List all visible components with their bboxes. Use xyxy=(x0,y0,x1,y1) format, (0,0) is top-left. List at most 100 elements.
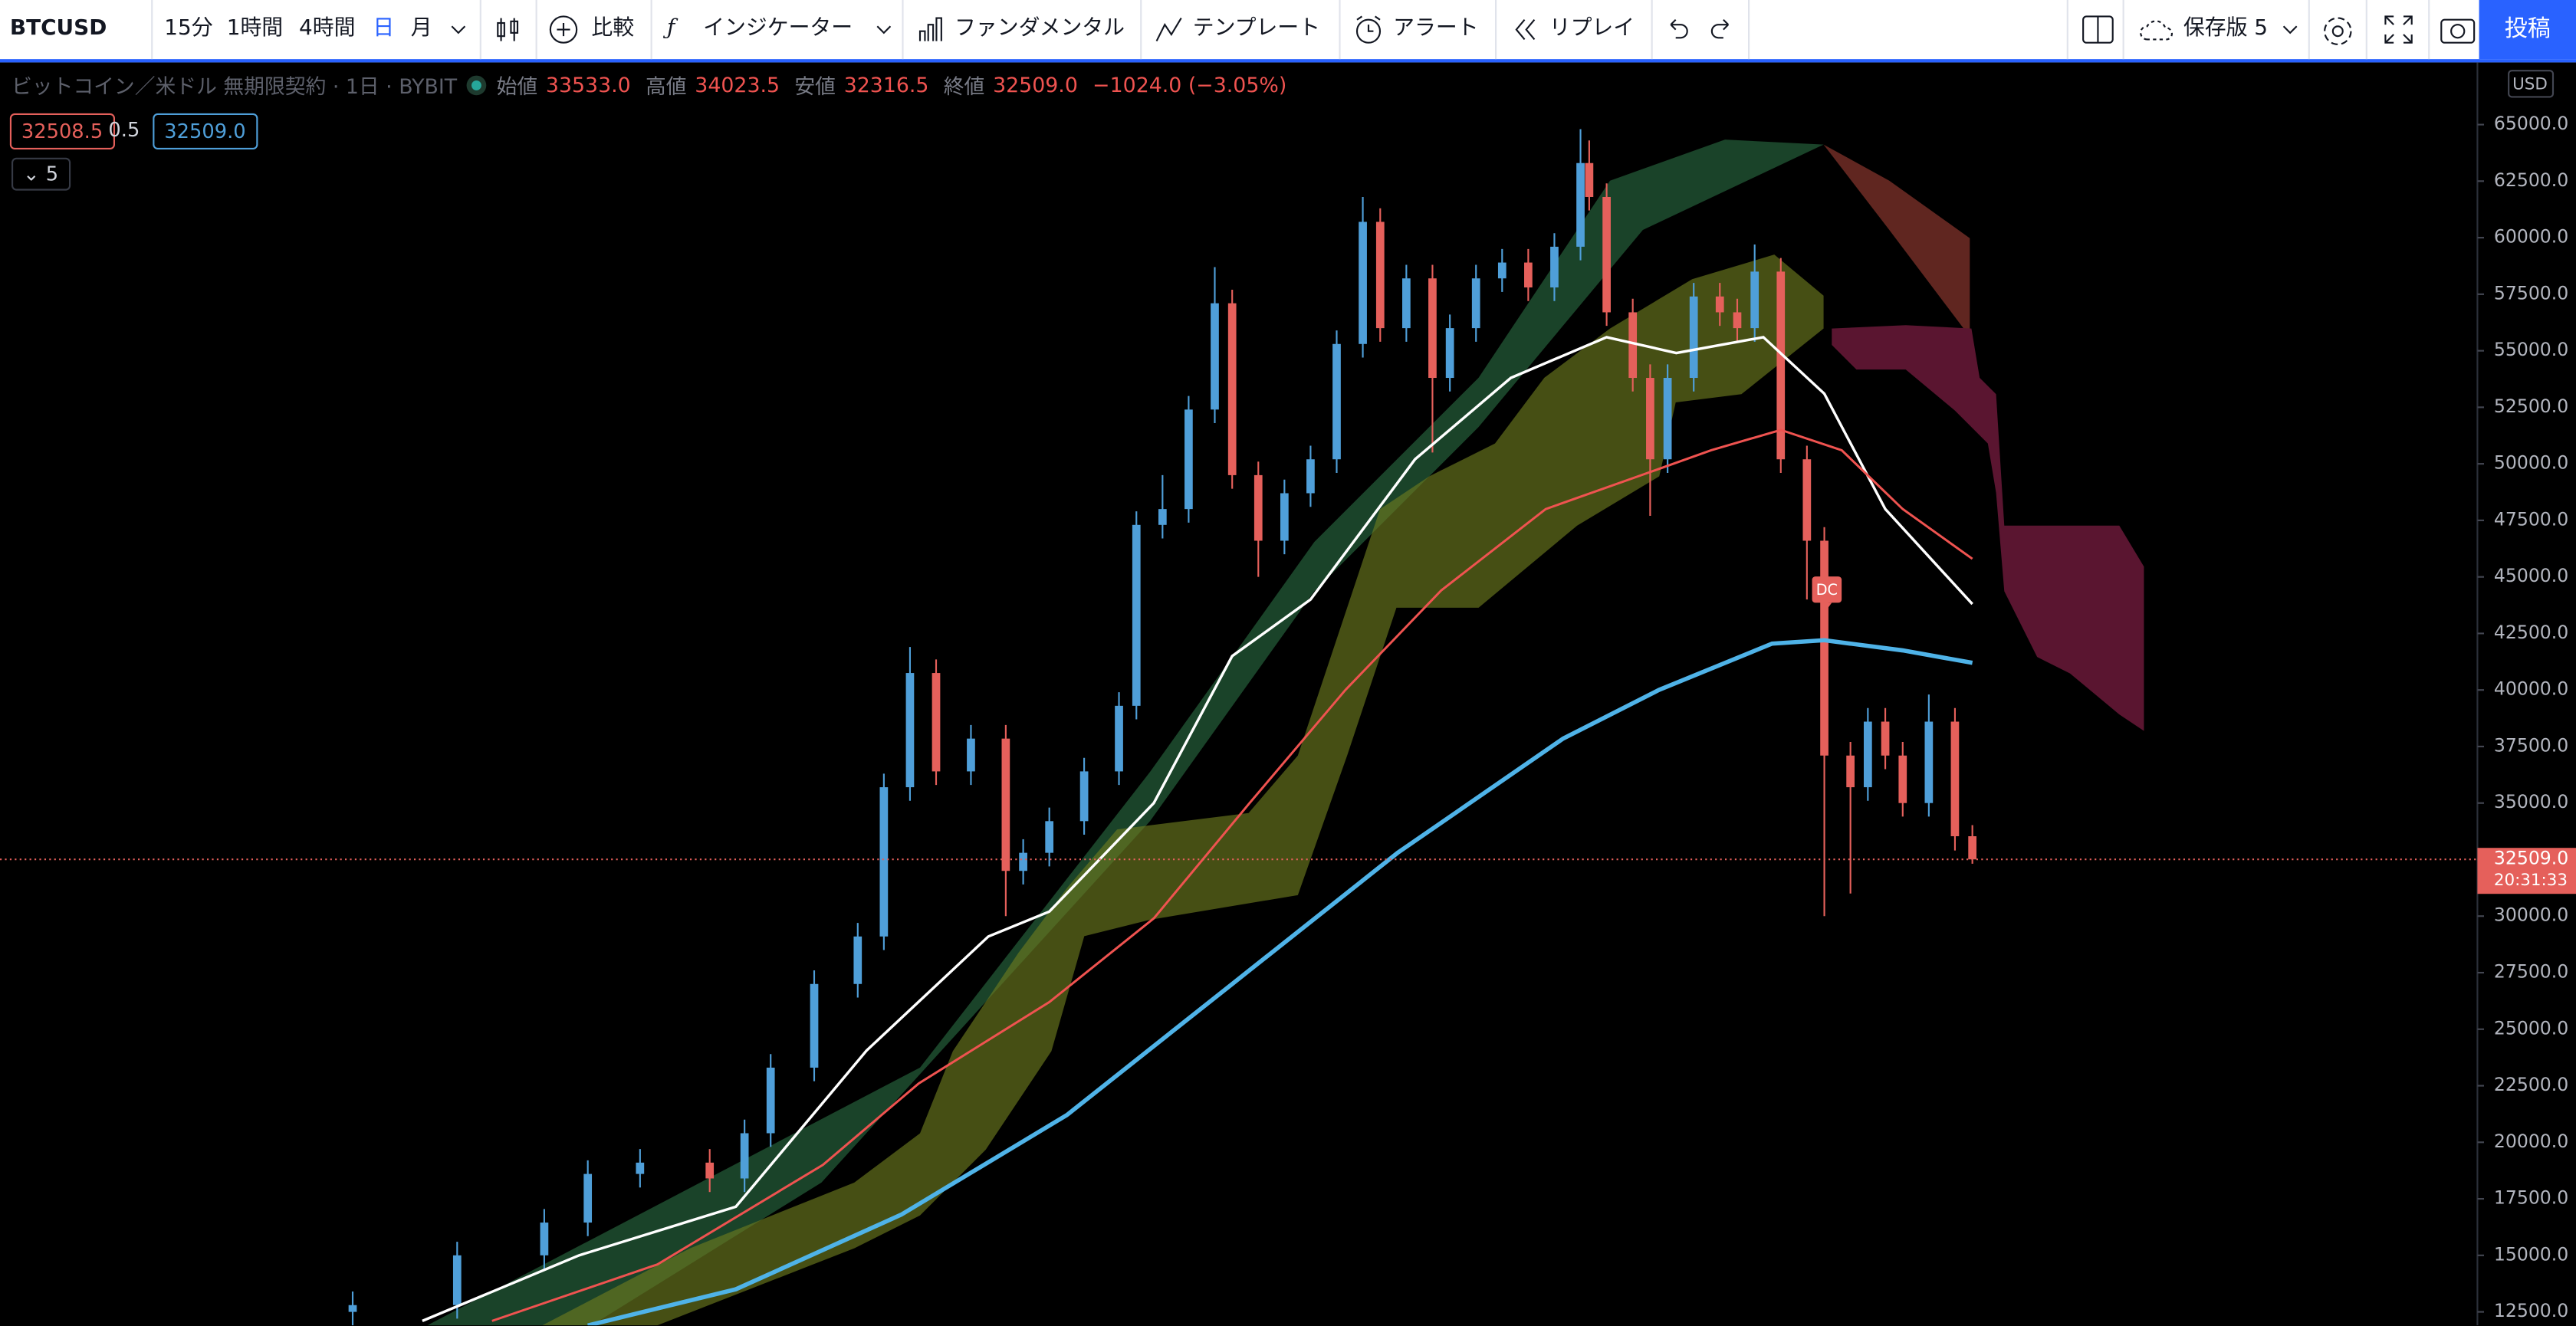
candle-body xyxy=(348,1305,357,1312)
fundamentals[interactable]: ファンダメンタル xyxy=(955,16,1125,41)
ohlc-value: 32316.5 xyxy=(843,72,929,97)
indicator-clouds xyxy=(427,139,2144,1326)
ohlc-label: 終値 xyxy=(943,74,985,99)
fundamentals-icon[interactable] xyxy=(917,15,947,44)
interval[interactable]: 4時間 xyxy=(299,16,356,41)
separator xyxy=(1140,0,1142,60)
candle-body xyxy=(1497,262,1506,279)
candle-body xyxy=(810,983,819,1068)
fullscreen-icon[interactable] xyxy=(2384,15,2413,44)
y-tick-label: 12500.0 xyxy=(2494,1300,2568,1321)
cloud-icon[interactable] xyxy=(2137,15,2177,44)
candle-body xyxy=(1158,509,1167,525)
redo[interactable] xyxy=(1709,15,1735,44)
countdown: 20:31:33 xyxy=(2494,871,2568,890)
candle-body xyxy=(1689,296,1698,379)
separator xyxy=(1748,0,1750,60)
bid[interactable]: 32508.5 xyxy=(9,113,115,149)
candle-body xyxy=(1950,721,1960,837)
candle-body xyxy=(1045,821,1054,853)
interval[interactable]: 月 xyxy=(410,16,432,41)
templates-icon[interactable] xyxy=(1155,15,1184,44)
change: −1024.0 (−3.05%) xyxy=(1092,72,1287,97)
replay[interactable]: リプレイ xyxy=(1549,16,1635,41)
y-tick-label: 62500.0 xyxy=(2494,169,2568,191)
separator xyxy=(1651,0,1653,60)
candle-body xyxy=(1602,196,1611,313)
layout-name[interactable]: 保存版 5 xyxy=(2183,16,2269,41)
indicator-toggle[interactable]: ⌄ 5 xyxy=(12,157,71,191)
annotation: DC xyxy=(1816,581,1838,599)
candle-body xyxy=(1471,278,1480,329)
separator xyxy=(2428,0,2430,60)
interval[interactable]: 1時間 xyxy=(226,16,284,41)
candle-body xyxy=(1524,262,1533,288)
current-price-label: 32509.0 xyxy=(2494,848,2568,869)
chevron[interactable] xyxy=(876,21,892,38)
ma-ribbon xyxy=(427,139,1824,1326)
templates[interactable]: テンプレート xyxy=(1192,16,1321,41)
ohlc-value: 33533.0 xyxy=(545,72,631,97)
interval-active[interactable]: 日 xyxy=(373,16,395,41)
replay-icon[interactable] xyxy=(1511,15,1541,44)
status-dot xyxy=(467,74,487,95)
interval[interactable]: 15分 xyxy=(164,16,213,41)
y-tick-label: 27500.0 xyxy=(2494,961,2568,983)
compare[interactable]: 比較 xyxy=(591,16,635,41)
candle-body xyxy=(452,1255,462,1305)
legend: ビットコイン／米ドル 無期限契約 · 1日 · BYBIT 始値 33533.0 … xyxy=(12,69,1293,100)
layout-icon[interactable] xyxy=(2082,15,2114,44)
toolbar: BTCUSD 15分 1時間 4時間 日 月 比較 ƒ インジケーター ファンダ… xyxy=(0,0,2576,63)
separator xyxy=(902,0,904,60)
candle-body xyxy=(1280,493,1289,541)
fx-icon[interactable]: ƒ xyxy=(667,16,675,41)
ask[interactable]: 32509.0 xyxy=(153,113,258,149)
separator xyxy=(535,0,537,60)
y-tick-label: 37500.0 xyxy=(2494,734,2568,756)
y-tick-label: 65000.0 xyxy=(2494,113,2568,134)
snapshot-icon[interactable] xyxy=(2440,15,2476,44)
chevron[interactable] xyxy=(2282,21,2298,38)
indicators[interactable]: インジケーター xyxy=(703,16,853,41)
y-tick-label: 52500.0 xyxy=(2494,396,2568,417)
candle-body xyxy=(905,673,915,788)
ohlc-label: 始値 xyxy=(496,74,538,99)
candle-body xyxy=(1227,303,1237,475)
candle-body xyxy=(1968,836,1977,860)
y-tick-label: 57500.0 xyxy=(2494,282,2568,304)
annotation-pointer xyxy=(1822,602,1832,609)
compare-icon[interactable] xyxy=(549,15,579,44)
undo[interactable] xyxy=(1664,15,1691,44)
candle-body xyxy=(540,1223,549,1255)
candle-body xyxy=(1184,409,1193,510)
alert[interactable]: アラート xyxy=(1393,16,1479,41)
candle-body xyxy=(967,738,975,772)
candle-body xyxy=(1820,540,1829,756)
symbol[interactable]: BTCUSD xyxy=(9,16,107,41)
currency: USD xyxy=(2512,74,2548,94)
ohlc-value: 34023.5 xyxy=(695,72,780,97)
candle-body xyxy=(583,1173,593,1223)
ohlc-value: 32509.0 xyxy=(993,72,1078,97)
candle-body xyxy=(1359,222,1367,344)
candle-body xyxy=(1211,303,1219,410)
separator xyxy=(1339,0,1341,60)
y-tick-label: 60000.0 xyxy=(2494,226,2568,248)
candle-body xyxy=(1306,459,1315,494)
ohlc-label: 高値 xyxy=(645,74,687,99)
candle-body xyxy=(1881,721,1890,756)
publish-button[interactable]: 投稿 xyxy=(2479,0,2576,60)
candle-body xyxy=(1079,771,1089,822)
candle-body xyxy=(1663,378,1672,460)
candle-body xyxy=(1898,755,1907,803)
candle-body xyxy=(879,787,889,937)
candle-body xyxy=(1802,459,1812,541)
chart-type-icon[interactable] xyxy=(493,15,523,44)
chevron[interactable] xyxy=(450,21,466,38)
candle-body xyxy=(1402,278,1411,329)
alert-icon[interactable] xyxy=(1354,15,1384,44)
settings-icon[interactable] xyxy=(2321,15,2354,48)
